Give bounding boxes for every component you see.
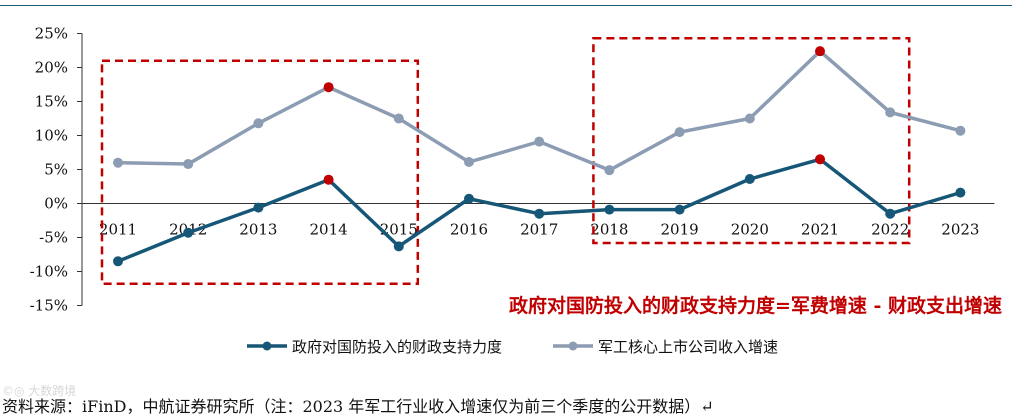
x-tick-label: 2015 <box>380 221 418 239</box>
x-tick-label: 2013 <box>239 221 277 239</box>
legend-marker <box>568 341 578 351</box>
legend-label: 政府对国防投入的财政支持力度 <box>292 338 502 356</box>
y-tick-label: 10% <box>35 127 68 145</box>
data-point <box>183 159 194 170</box>
annotation-text: 政府对国防投入的财政支持力度=军费增速 - 财政支出增速 <box>509 294 1002 317</box>
data-point <box>393 113 404 124</box>
highlight-point <box>815 46 825 57</box>
x-tick-label: 2021 <box>801 221 839 239</box>
y-tick-label: 5% <box>44 161 68 179</box>
x-tick-label: 2019 <box>661 221 699 239</box>
data-point <box>253 202 264 213</box>
data-point <box>744 174 755 185</box>
data-point <box>885 107 896 118</box>
data-point <box>604 204 615 215</box>
legend-marker <box>262 341 272 351</box>
x-tick-label: 2020 <box>731 221 769 239</box>
data-point <box>393 241 404 252</box>
data-point <box>534 208 545 219</box>
data-point <box>744 113 755 124</box>
y-tick-label: 0% <box>44 195 68 213</box>
data-point <box>464 193 474 204</box>
x-tick-label: 2023 <box>941 221 979 239</box>
y-tick-label: 25% <box>35 25 68 43</box>
data-point <box>183 227 194 238</box>
data-point <box>674 204 685 215</box>
x-tick-label: 2016 <box>450 221 488 239</box>
highlight-point <box>323 82 334 93</box>
x-tick-label: 2011 <box>99 221 137 239</box>
data-point <box>604 165 615 176</box>
data-point <box>113 256 123 267</box>
legend-label: 军工核心上市公司收入增速 <box>598 338 778 356</box>
data-point <box>253 118 264 129</box>
y-tick-label: 20% <box>35 59 68 77</box>
data-point <box>955 125 966 136</box>
highlight-box <box>100 59 420 285</box>
y-tick-label: -5% <box>39 229 68 247</box>
highlight-point <box>323 174 334 185</box>
x-tick-label: 2022 <box>871 221 909 239</box>
data-point <box>534 136 545 147</box>
data-point <box>674 127 685 138</box>
series-line <box>117 49 961 172</box>
y-tick-label: 15% <box>35 93 68 111</box>
data-point <box>464 157 474 168</box>
watermark: ©◎ 大数跨境 <box>2 384 77 398</box>
data-point <box>113 157 123 168</box>
line-chart: 25%20%15%10%5%0%-5%-10%-15%2011201220132… <box>30 25 1002 357</box>
y-tick-label: -15% <box>30 297 68 315</box>
data-point <box>955 187 966 198</box>
x-tick-label: 2017 <box>520 221 558 239</box>
y-tick-label: -10% <box>30 263 68 281</box>
highlight-box <box>592 37 911 245</box>
x-tick-label: 2014 <box>310 221 348 239</box>
source-note: 资料来源：iFinD，中航证券研究所（注：2023 年军工行业收入增速仅为前三个… <box>2 397 714 416</box>
highlight-point <box>815 154 825 165</box>
top-rule <box>0 5 1012 6</box>
x-tick-label: 2018 <box>590 221 628 239</box>
data-point <box>885 208 896 219</box>
